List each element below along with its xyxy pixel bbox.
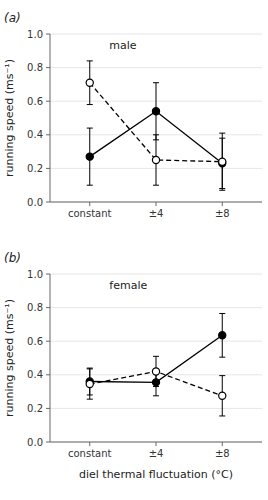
x-tick-label: ±8 [215, 448, 230, 459]
figure: 0.0 0.2 0.4 0.6 0.8 1.0 constant ±4 ±8 running sp… [0, 0, 268, 500]
x-tick [89, 202, 90, 206]
error-bar [153, 83, 159, 140]
y-axis-label: running speed (ms⁻¹) [3, 299, 16, 417]
error-bar-cap [153, 356, 159, 357]
y-tick-label: 0.8 [27, 302, 43, 313]
x-tick [89, 442, 90, 446]
x-tick-label: ±8 [215, 208, 230, 219]
marker [152, 368, 159, 375]
error-bar-cap [219, 357, 225, 358]
error-bar-cap [87, 368, 93, 369]
plot-area [86, 61, 226, 190]
series [86, 61, 226, 190]
error-bar-cap [153, 395, 159, 396]
error-bar [153, 135, 159, 185]
y-axis-line [50, 34, 51, 202]
error-bar-cap [87, 368, 93, 369]
y-tick [46, 307, 50, 308]
grid-line [50, 274, 262, 275]
x-tick-label: constant [68, 448, 112, 459]
error-bar-cap [219, 133, 225, 134]
x-axis-label: diel thermal fluctuation (°C) [79, 468, 233, 481]
marker [219, 158, 226, 165]
annotation: female [109, 279, 147, 292]
y-tick-label: 0.0 [27, 437, 43, 448]
error-bar-cap [219, 313, 225, 314]
error-bar-cap [87, 128, 93, 129]
grid-line [50, 67, 262, 68]
grid-line [50, 34, 262, 35]
error-bar-cap [219, 190, 225, 191]
y-axis-line [50, 274, 51, 442]
marker [152, 156, 159, 163]
error-bar [87, 369, 93, 399]
y-tick [46, 202, 50, 203]
x-tick [156, 202, 157, 206]
panel: 0.0 0.2 0.4 0.6 0.8 1.0 constant ±4 ±8 running sp… [3, 11, 262, 219]
error-bar-cap [87, 60, 93, 61]
y-tick [46, 134, 50, 135]
y-tick-label: 0.6 [27, 96, 43, 107]
error-bar-cap [153, 82, 159, 83]
panel-label: (a) [4, 11, 21, 25]
error-bar [87, 128, 93, 185]
y-tick [46, 34, 50, 35]
grid-line [50, 408, 262, 409]
error-bar-cap [87, 399, 93, 400]
x-tick-label: ±4 [149, 208, 164, 219]
marker [152, 108, 159, 115]
error-bar [219, 313, 225, 357]
error-bar [153, 356, 159, 386]
y-tick-label: 1.0 [27, 269, 43, 280]
series [86, 313, 226, 395]
error-bar-cap [219, 375, 225, 376]
x-tick-label: ±4 [149, 448, 164, 459]
y-tick [46, 374, 50, 375]
y-tick [46, 67, 50, 68]
y-tick-label: 0.4 [27, 129, 43, 140]
error-bar-cap [87, 185, 93, 186]
error-bar-cap [153, 386, 159, 387]
marker [86, 380, 93, 387]
x-tick [222, 442, 223, 446]
y-tick [46, 442, 50, 443]
y-tick-label: 0.8 [27, 62, 43, 73]
y-tick-label: 0.0 [27, 197, 43, 208]
y-tick [46, 274, 50, 275]
y-tick [46, 101, 50, 102]
series [86, 83, 226, 189]
grid-line [50, 134, 262, 135]
error-bar-cap [219, 415, 225, 416]
x-tick [156, 442, 157, 446]
error-bar [219, 376, 225, 416]
grid-line [50, 307, 262, 308]
error-bar [219, 133, 225, 190]
y-tick-label: 1.0 [27, 29, 43, 40]
error-bar-cap [153, 185, 159, 186]
x-tick-label: constant [68, 208, 112, 219]
marker [219, 332, 226, 339]
panel: 0.0 0.2 0.4 0.6 0.8 1.0 constant ±4 ±8 running sp… [3, 251, 262, 481]
error-bar [87, 61, 93, 105]
y-axis-label: running speed (ms⁻¹) [3, 59, 16, 177]
y-tick [46, 341, 50, 342]
annotation: male [109, 39, 137, 52]
marker [86, 153, 93, 160]
y-tick-label: 0.2 [27, 403, 43, 414]
series [86, 356, 226, 416]
plot-area [86, 313, 226, 415]
error-bar-cap [153, 134, 159, 135]
error-bar-cap [87, 104, 93, 105]
panel-label: (b) [4, 251, 21, 265]
marker [219, 392, 226, 399]
x-tick [222, 202, 223, 206]
y-tick-label: 0.6 [27, 336, 43, 347]
y-tick [46, 168, 50, 169]
y-tick [46, 408, 50, 409]
y-tick-label: 0.4 [27, 369, 43, 380]
marker [86, 79, 93, 86]
grid-line [50, 341, 262, 342]
y-tick-label: 0.2 [27, 163, 43, 174]
